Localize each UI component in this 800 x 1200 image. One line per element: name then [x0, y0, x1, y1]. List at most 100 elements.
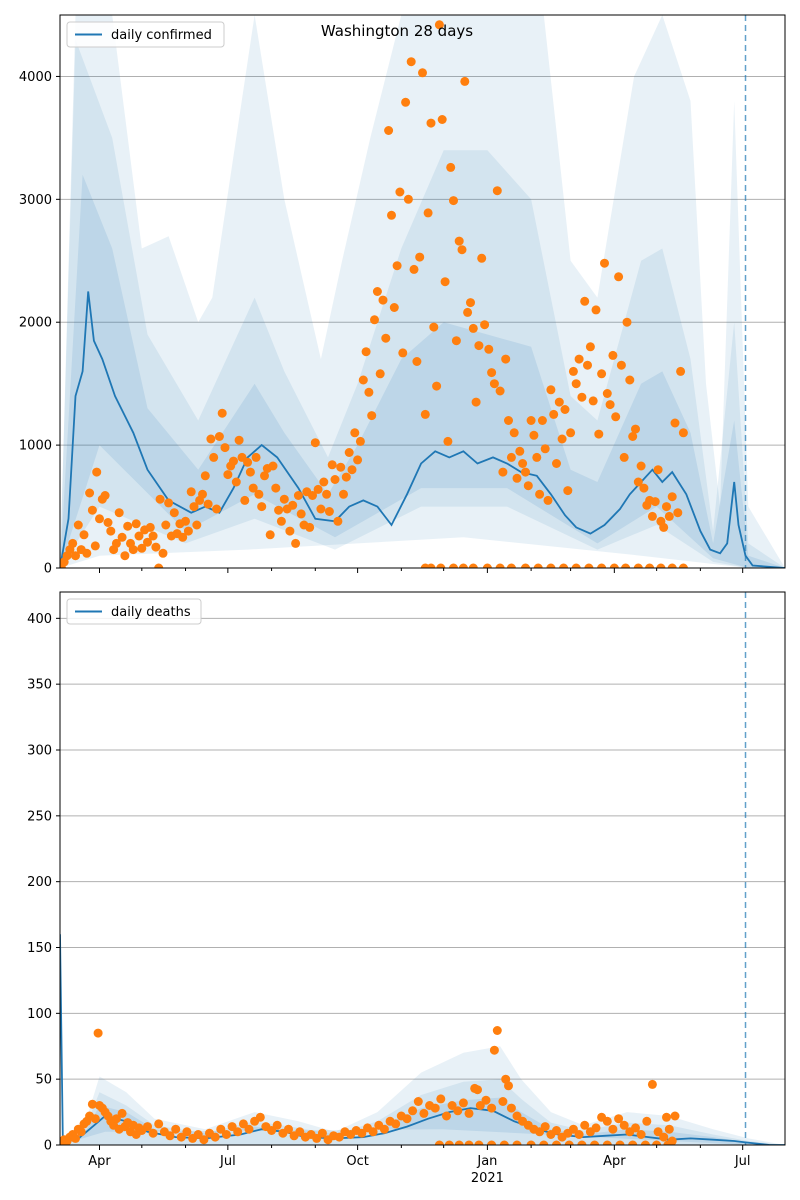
data-point	[591, 305, 601, 315]
data-point	[463, 307, 473, 317]
data-point	[401, 97, 411, 107]
y-tick-label: 250	[27, 809, 52, 824]
data-point	[344, 448, 354, 457]
data-point	[492, 186, 502, 196]
y-tick-label: 50	[35, 1073, 52, 1088]
data-point	[148, 1128, 158, 1138]
data-point	[176, 1132, 186, 1142]
data-point	[79, 530, 89, 540]
data-point	[398, 348, 408, 358]
data-point	[584, 563, 594, 568]
data-point	[419, 1108, 429, 1118]
data-point	[444, 1140, 454, 1145]
data-point	[389, 303, 399, 312]
data-point	[636, 461, 646, 471]
data-point	[489, 1045, 499, 1055]
data-point	[440, 277, 450, 287]
data-point	[568, 366, 578, 376]
data-point	[642, 1116, 652, 1126]
data-point	[653, 1127, 663, 1137]
data-point	[652, 1140, 662, 1145]
data-point	[540, 444, 550, 454]
data-point	[512, 1140, 522, 1145]
data-point	[93, 1028, 103, 1038]
data-point	[165, 1131, 175, 1141]
data-point	[154, 1119, 164, 1129]
confirmed-panel: 0 1000 2000 3000 4000 daily confirmed	[19, 14, 786, 577]
data-point	[347, 465, 357, 475]
data-point	[609, 563, 619, 568]
data-point	[245, 467, 255, 477]
data-point	[265, 530, 275, 540]
data-point	[460, 76, 470, 86]
data-point	[464, 1108, 474, 1118]
data-point	[432, 381, 442, 391]
data-point	[664, 1124, 674, 1134]
data-point	[198, 489, 207, 499]
data-point	[155, 494, 165, 504]
data-point	[437, 115, 447, 124]
data-point	[659, 1132, 669, 1142]
data-point	[103, 518, 113, 527]
y-tick-label: 400	[27, 612, 52, 627]
data-point	[614, 272, 624, 282]
data-point	[271, 483, 281, 493]
data-point	[100, 491, 110, 500]
data-point	[412, 357, 422, 366]
data-point	[602, 389, 612, 398]
data-point	[442, 1111, 451, 1121]
data-point	[387, 210, 396, 220]
data-point	[312, 1133, 322, 1143]
data-point	[193, 1130, 203, 1139]
data-point	[501, 354, 511, 364]
data-point	[131, 519, 141, 529]
data-point	[178, 532, 188, 542]
data-point	[602, 1116, 612, 1126]
data-point	[526, 1140, 536, 1145]
data-point	[368, 1127, 378, 1137]
data-point	[574, 1130, 584, 1139]
data-point	[87, 505, 97, 515]
data-point	[206, 434, 216, 444]
data-point	[145, 522, 155, 532]
data-point	[276, 516, 286, 526]
data-point	[468, 323, 478, 333]
data-point	[512, 1111, 522, 1121]
data-point	[475, 1101, 485, 1110]
data-point	[509, 428, 519, 438]
data-point	[506, 1103, 516, 1113]
data-point	[272, 1120, 282, 1130]
data-point	[676, 366, 686, 376]
y-tick-label: 4000	[19, 70, 52, 85]
x-tick-label: Apr	[603, 1154, 626, 1169]
data-point	[95, 514, 104, 524]
data-point	[434, 1140, 444, 1145]
data-point	[559, 563, 569, 568]
data-point	[552, 1126, 561, 1135]
data-point	[597, 369, 607, 379]
data-point	[667, 563, 677, 568]
legend-label: daily confirmed	[111, 28, 212, 43]
data-point	[625, 375, 635, 385]
data-point	[251, 452, 261, 462]
data-point	[137, 543, 147, 553]
data-point	[169, 508, 179, 518]
data-point	[588, 396, 598, 406]
data-point	[434, 20, 444, 30]
data-point	[474, 341, 484, 351]
data-point	[552, 1140, 561, 1145]
data-point	[200, 471, 210, 481]
data-point	[209, 452, 219, 462]
data-point	[622, 317, 632, 327]
data-point	[566, 428, 576, 438]
data-point	[248, 483, 258, 493]
data-point	[436, 1094, 446, 1104]
data-point	[76, 1127, 86, 1137]
x-year-label: 2021	[471, 1171, 504, 1186]
data-point	[87, 1099, 97, 1109]
data-point	[367, 411, 377, 421]
x-tick-label: Oct	[346, 1154, 368, 1169]
data-point	[274, 505, 284, 515]
data-point	[426, 118, 436, 128]
